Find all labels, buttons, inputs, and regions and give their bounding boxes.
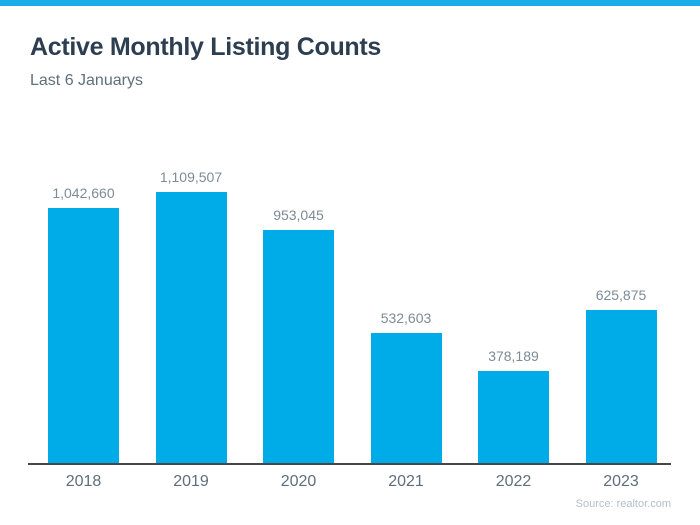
x-axis-label-2020: 2020 — [280, 473, 317, 490]
chart-subtitle: Last 6 Januarys — [30, 72, 143, 89]
top-accent-strip — [0, 0, 700, 6]
x-axis-label-2021: 2021 — [388, 473, 424, 490]
bar-value-label-2021: 532,603 — [380, 310, 432, 326]
x-axis-label-2023: 2023 — [603, 473, 639, 490]
bar-2018 — [48, 208, 119, 463]
bar-2020 — [263, 230, 334, 463]
source-credit: Source: realtor.com — [575, 498, 671, 510]
bar-value-label-2018: 1,042,660 — [52, 185, 115, 201]
x-axis-label-2019: 2019 — [173, 473, 209, 490]
bar-2023 — [585, 310, 657, 463]
bar-chart-plot-area: 1,042,660 1,109,507 953,045 532,603 378,189 6… — [28, 160, 671, 465]
bar-2022 — [478, 371, 549, 463]
x-axis-line — [28, 463, 671, 465]
bar-value-label-2022: 378,189 — [488, 348, 539, 364]
bar-value-label-2023: 625,875 — [595, 287, 647, 303]
bar-2019 — [155, 192, 227, 463]
chart-title: Active Monthly Listing Counts — [30, 33, 382, 61]
bar-value-label-2019: 1,109,507 — [159, 169, 223, 185]
bar-2021 — [370, 333, 442, 463]
x-axis-label-2018: 2018 — [65, 473, 102, 490]
x-axis-label-2022: 2022 — [495, 473, 532, 490]
bar-value-label-2020: 953,045 — [273, 207, 324, 223]
